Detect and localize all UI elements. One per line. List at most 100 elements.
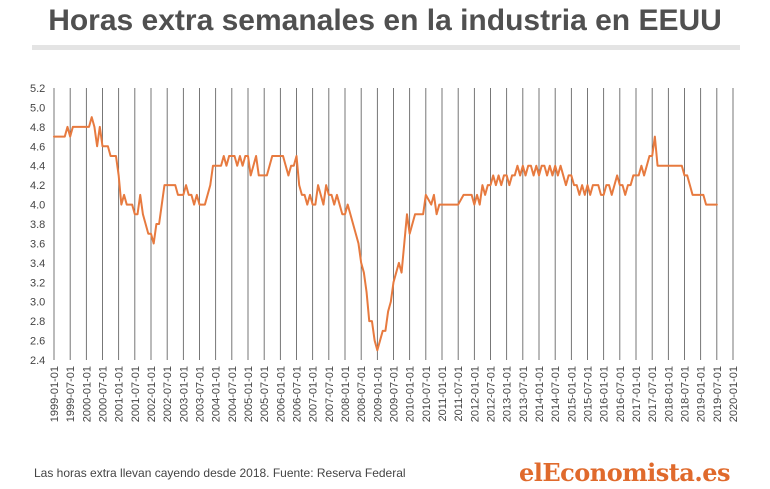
- y-tick-label: 2.4: [30, 355, 45, 367]
- data-point: [355, 233, 357, 235]
- data-point: [527, 165, 529, 167]
- data-point: [236, 165, 238, 167]
- data-point: [578, 194, 581, 196]
- data-point: [516, 165, 519, 167]
- series-line: [53, 116, 718, 352]
- data-point: [309, 194, 311, 196]
- data-point: [368, 320, 370, 322]
- chart-caption: Las horas extra llevan cayendo desde 201…: [34, 466, 406, 480]
- x-tick-label: 2014-01-01: [534, 366, 546, 422]
- data-point: [206, 194, 209, 196]
- data-point: [306, 203, 308, 206]
- data-point: [198, 203, 201, 206]
- data-point: [328, 194, 330, 196]
- data-point: [476, 194, 478, 196]
- data-point: [217, 165, 219, 167]
- data-point: [347, 203, 349, 206]
- y-tick-label: 3.2: [30, 277, 45, 289]
- data-point: [438, 203, 440, 206]
- data-point: [484, 194, 486, 196]
- data-point: [600, 194, 602, 196]
- data-point: [689, 184, 691, 186]
- data-point: [185, 184, 187, 186]
- x-tick-label: 2003-07-01: [195, 366, 207, 422]
- data-point: [573, 184, 575, 186]
- data-point: [697, 194, 699, 196]
- brand-logo[interactable]: elEconomista.es: [518, 458, 731, 487]
- x-tick-label: 2005-07-01: [259, 366, 271, 422]
- data-point: [252, 165, 254, 167]
- data-point: [196, 194, 198, 196]
- y-axis: 2.4 2.6 2.8 3.0 3.2 3.4 3.6 3.8 4.0 4.2 4.4 4.6 4.8 5…: [30, 83, 45, 367]
- data-point: [298, 184, 300, 186]
- data-point: [339, 203, 341, 206]
- x-tick-label: 2017-07-01: [647, 366, 659, 422]
- data-point: [177, 194, 179, 196]
- data-point: [538, 174, 540, 177]
- data-point: [209, 184, 211, 186]
- data-point: [301, 194, 303, 196]
- data-point: [400, 271, 403, 274]
- data-point: [621, 184, 624, 186]
- data-point: [468, 194, 470, 196]
- data-point: [638, 174, 640, 177]
- chart-title: Horas extra semanales en la industria en…: [48, 4, 722, 37]
- x-tick-label: 2002-07-01: [162, 366, 174, 422]
- data-point: [290, 165, 292, 167]
- data-point: [409, 233, 411, 235]
- data-point: [594, 184, 597, 186]
- data-point: [282, 155, 284, 157]
- x-tick-label: 2017-01-01: [631, 366, 643, 422]
- data-point: [691, 194, 694, 196]
- data-point: [551, 174, 554, 177]
- data-point: [411, 223, 413, 225]
- x-tick-label: 2007-07-01: [324, 366, 336, 422]
- data-point: [452, 203, 454, 206]
- data-point: [118, 174, 120, 177]
- data-point: [678, 165, 680, 167]
- data-point: [436, 213, 438, 215]
- x-tick-label: 2000-07-01: [98, 366, 110, 422]
- data-point: [559, 165, 562, 167]
- data-point: [365, 291, 368, 293]
- data-point: [519, 174, 521, 177]
- data-point: [570, 174, 572, 177]
- y-tick-label: 3.8: [30, 219, 45, 231]
- data-point: [433, 194, 435, 196]
- data-point: [96, 145, 98, 147]
- data-point: [145, 223, 147, 225]
- data-point: [109, 155, 112, 157]
- data-point: [473, 203, 475, 206]
- data-point: [293, 165, 295, 167]
- data-point: [616, 174, 618, 177]
- data-point: [188, 194, 190, 196]
- data-point: [266, 174, 268, 177]
- data-point: [659, 165, 661, 167]
- x-tick-label: 2000-01-01: [81, 366, 93, 422]
- x-tick-label: 1999-07-01: [65, 366, 77, 422]
- data-point: [72, 126, 74, 128]
- data-point: [648, 155, 651, 157]
- x-tick-label: 1999-01-01: [49, 366, 61, 422]
- data-point: [360, 262, 362, 264]
- y-tick-label: 3.6: [30, 238, 45, 250]
- grid-lines: [53, 88, 734, 360]
- data-point: [654, 135, 656, 138]
- data-point: [530, 165, 532, 167]
- y-tick-label: 4.0: [30, 200, 45, 212]
- data-point: [586, 184, 589, 186]
- data-point: [541, 165, 543, 167]
- x-tick-label: 2018-07-01: [680, 366, 692, 422]
- data-point: [83, 126, 85, 128]
- data-point: [611, 194, 613, 196]
- data-point: [694, 194, 696, 196]
- data-point: [77, 126, 79, 128]
- data-point: [58, 135, 60, 138]
- x-tick-label: 2016-07-01: [615, 366, 627, 422]
- data-point: [120, 203, 122, 206]
- data-point: [533, 174, 535, 177]
- data-point: [395, 271, 397, 274]
- data-point: [174, 184, 176, 186]
- x-tick-label: 2006-01-01: [275, 366, 287, 422]
